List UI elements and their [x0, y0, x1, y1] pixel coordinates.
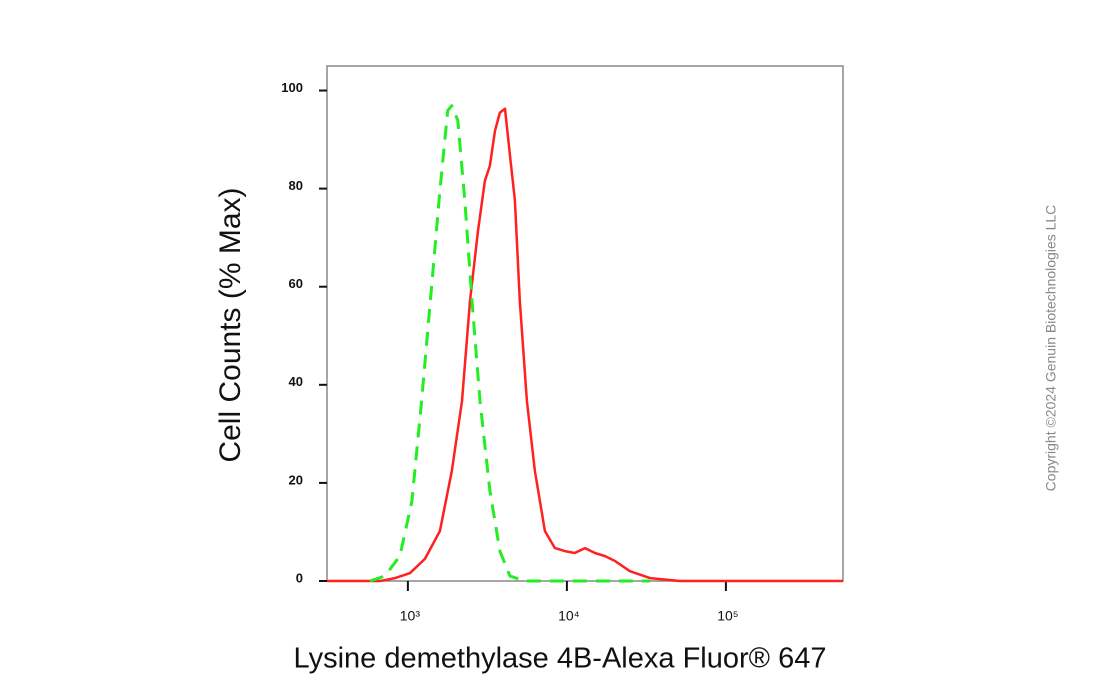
- watermark: Copyright ©2024 Genuin Biotechnologies L…: [1043, 205, 1059, 492]
- y-tick-label: 100: [281, 80, 303, 95]
- y-tick-label: 60: [289, 276, 303, 291]
- x-tick-label: 10⁵: [717, 608, 738, 624]
- series-line: [327, 107, 843, 583]
- x-tick-label: 10³: [400, 608, 421, 624]
- y-tick-label: 80: [289, 178, 303, 193]
- x-axis-label: Lysine demethylase 4B-Alexa Fluor® 647: [294, 643, 827, 675]
- y-tick-label: 0: [296, 570, 303, 585]
- plot-frame: [326, 65, 844, 582]
- y-tick-label: 40: [289, 374, 303, 389]
- y-axis-label: Cell Counts (% Max): [214, 187, 247, 462]
- series-line: [369, 104, 650, 583]
- y-tick-label: 20: [289, 472, 303, 487]
- x-tick-label: 10⁴: [558, 608, 580, 624]
